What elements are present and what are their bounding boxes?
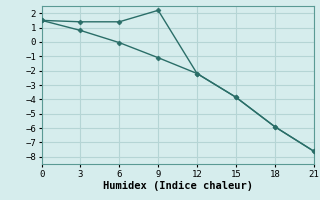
X-axis label: Humidex (Indice chaleur): Humidex (Indice chaleur) bbox=[103, 181, 252, 191]
